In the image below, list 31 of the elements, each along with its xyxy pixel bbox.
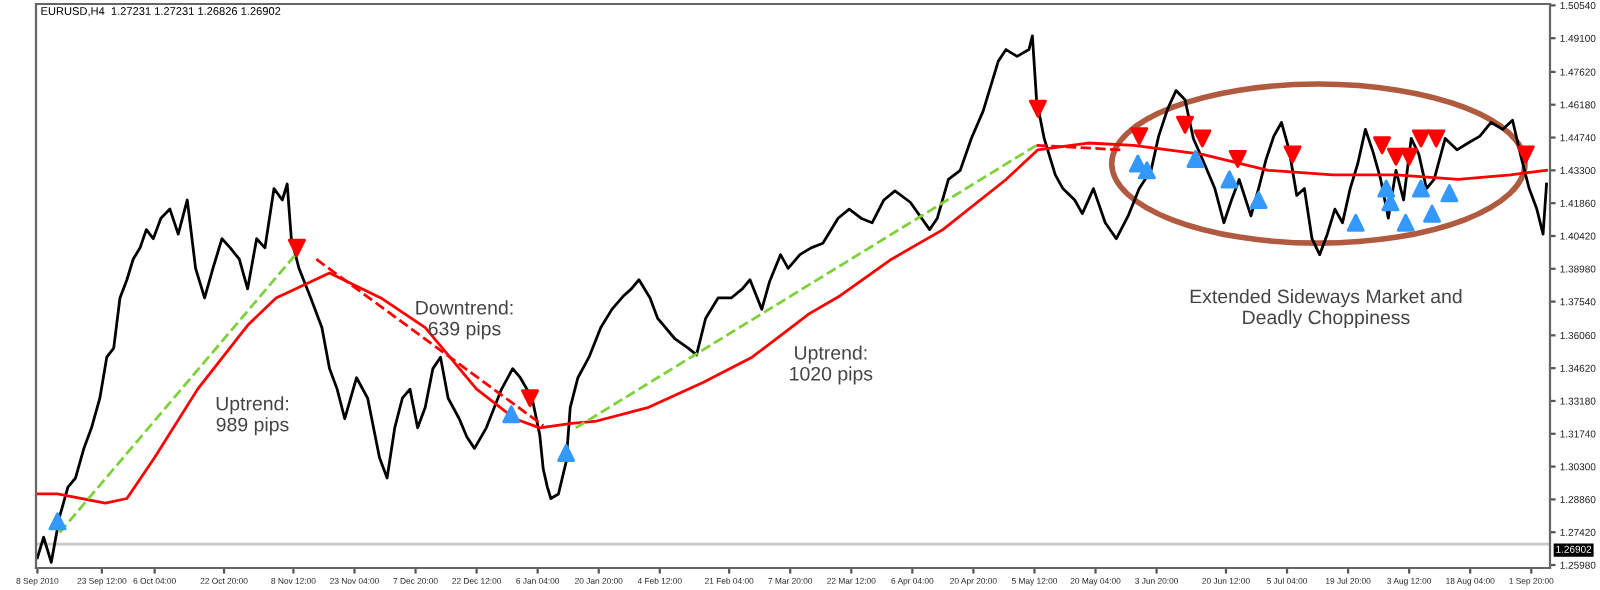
point (1130, 127, 1149, 146)
annotation: Extended Sideways Market and Deadly Choppiness (1190, 289, 1462, 329)
point (1346, 213, 1365, 232)
point (1516, 145, 1535, 164)
point (557, 443, 576, 462)
point (1228, 149, 1247, 168)
annotation: Uptrend: 1020 pips (790, 345, 873, 385)
point (287, 238, 306, 257)
line-series (36, 34, 1548, 564)
point (1249, 190, 1268, 209)
point (1411, 129, 1430, 148)
point (48, 512, 67, 531)
point (502, 405, 521, 424)
annotation: Downtrend: 639 pips (416, 300, 513, 340)
point (1440, 184, 1459, 203)
point (1423, 204, 1442, 223)
point (1283, 145, 1302, 164)
point (1373, 136, 1392, 155)
point (1137, 161, 1156, 180)
point (1176, 115, 1195, 134)
point (1028, 99, 1047, 118)
point (1193, 129, 1212, 148)
point (1377, 179, 1396, 198)
point (1411, 179, 1430, 198)
point (521, 389, 540, 408)
annotation: Uptrend: 989 pips (216, 396, 289, 436)
point (1186, 149, 1205, 168)
point (1400, 147, 1419, 166)
point (1396, 213, 1415, 232)
point (1427, 129, 1446, 148)
point (1220, 170, 1239, 189)
